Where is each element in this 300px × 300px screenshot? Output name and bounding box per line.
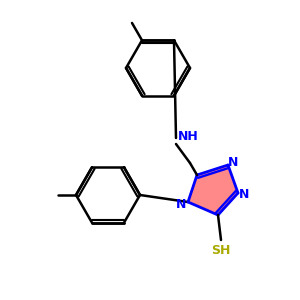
Text: N: N bbox=[176, 197, 186, 211]
Text: N: N bbox=[228, 155, 238, 169]
Polygon shape bbox=[188, 165, 238, 215]
Text: N: N bbox=[239, 188, 249, 202]
Text: SH: SH bbox=[211, 244, 231, 256]
Text: NH: NH bbox=[178, 130, 199, 143]
